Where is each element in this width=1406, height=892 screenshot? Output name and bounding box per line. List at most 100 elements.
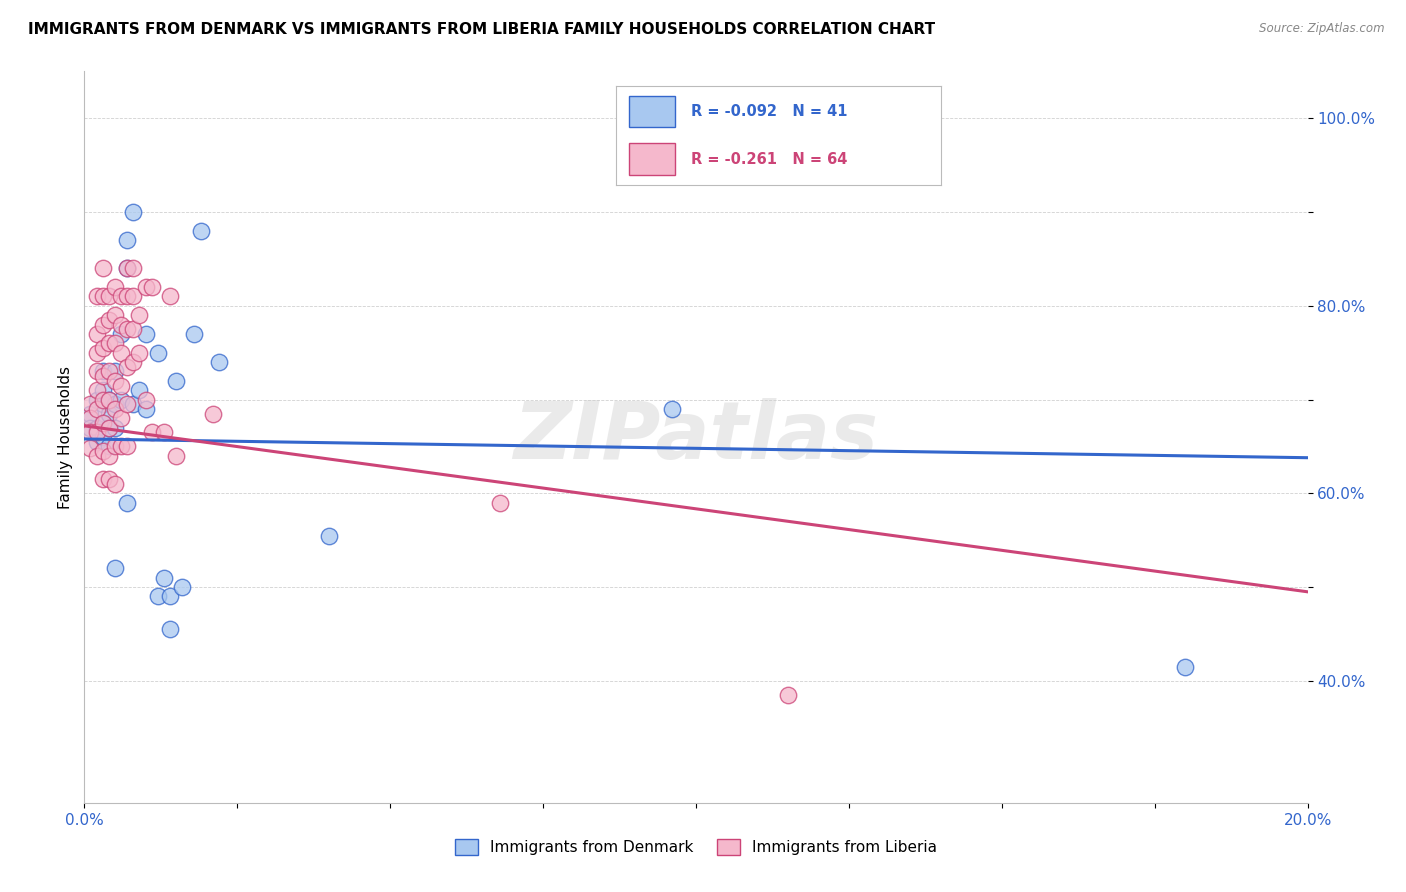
Point	[86, 449, 108, 463]
Point	[104, 336, 127, 351]
Point	[115, 289, 138, 303]
Point	[104, 420, 127, 434]
Point	[86, 392, 108, 407]
Point	[122, 289, 145, 303]
Point	[128, 383, 150, 397]
Point	[115, 359, 138, 374]
Point	[91, 430, 114, 444]
Point	[79, 407, 101, 421]
Point	[489, 496, 512, 510]
Point	[104, 401, 127, 416]
Point	[115, 261, 138, 276]
Point	[97, 420, 120, 434]
Point	[91, 261, 114, 276]
Point	[141, 425, 163, 440]
Point	[110, 345, 132, 359]
Point	[91, 416, 114, 430]
Point	[97, 420, 120, 434]
Point	[115, 233, 138, 247]
Point	[183, 326, 205, 341]
Point	[776, 688, 799, 702]
Point	[172, 580, 194, 594]
Point	[97, 289, 120, 303]
Point	[91, 341, 114, 355]
Point	[190, 224, 212, 238]
Point	[110, 378, 132, 392]
Point	[91, 289, 114, 303]
Point	[110, 392, 132, 407]
Point	[122, 261, 145, 276]
Point	[104, 477, 127, 491]
Point	[1174, 660, 1197, 674]
Point	[104, 561, 127, 575]
Point	[86, 434, 108, 449]
Point	[115, 496, 138, 510]
Point	[128, 345, 150, 359]
Point	[91, 416, 114, 430]
Point	[104, 440, 127, 454]
Point	[97, 407, 120, 421]
Point	[128, 308, 150, 322]
Point	[91, 472, 114, 486]
Point	[91, 392, 114, 407]
Point	[91, 364, 114, 378]
Point	[115, 322, 138, 336]
Point	[97, 392, 120, 407]
Point	[141, 280, 163, 294]
Point	[153, 425, 176, 440]
Point	[110, 326, 132, 341]
Point	[97, 440, 120, 454]
Text: IMMIGRANTS FROM DENMARK VS IMMIGRANTS FROM LIBERIA FAMILY HOUSEHOLDS CORRELATION: IMMIGRANTS FROM DENMARK VS IMMIGRANTS FR…	[28, 22, 935, 37]
Point	[135, 401, 157, 416]
Point	[86, 401, 108, 416]
Point	[201, 407, 224, 421]
Point	[110, 411, 132, 425]
Point	[97, 313, 120, 327]
Y-axis label: Family Households: Family Households	[58, 366, 73, 508]
Point	[91, 318, 114, 332]
Point	[91, 369, 114, 384]
Point	[86, 420, 108, 434]
Point	[135, 326, 157, 341]
Point	[135, 280, 157, 294]
Point	[91, 444, 114, 458]
Point	[91, 383, 114, 397]
Text: ZIPatlas: ZIPatlas	[513, 398, 879, 476]
Point	[153, 571, 176, 585]
Point	[146, 345, 169, 359]
Point	[122, 205, 145, 219]
Point	[86, 383, 108, 397]
Point	[104, 280, 127, 294]
Point	[79, 397, 101, 411]
Point	[122, 397, 145, 411]
Point	[122, 322, 145, 336]
Point	[208, 355, 231, 369]
Point	[159, 623, 181, 637]
Text: Source: ZipAtlas.com: Source: ZipAtlas.com	[1260, 22, 1385, 36]
Point	[86, 326, 108, 341]
Point	[104, 374, 127, 388]
Point	[86, 364, 108, 378]
Point	[661, 401, 683, 416]
Point	[115, 440, 138, 454]
Point	[135, 392, 157, 407]
Point	[97, 364, 120, 378]
Point	[86, 345, 108, 359]
Point	[110, 440, 132, 454]
Point	[91, 397, 114, 411]
Legend: Immigrants from Denmark, Immigrants from Liberia: Immigrants from Denmark, Immigrants from…	[449, 833, 943, 861]
Point	[97, 336, 120, 351]
Point	[165, 449, 187, 463]
Point	[104, 397, 127, 411]
Point	[159, 590, 181, 604]
Point	[86, 289, 108, 303]
Point	[122, 355, 145, 369]
Point	[115, 261, 138, 276]
Point	[165, 374, 187, 388]
Point	[104, 364, 127, 378]
Point	[318, 528, 340, 542]
Point	[146, 590, 169, 604]
Point	[79, 420, 101, 434]
Point	[79, 425, 101, 440]
Point	[159, 289, 181, 303]
